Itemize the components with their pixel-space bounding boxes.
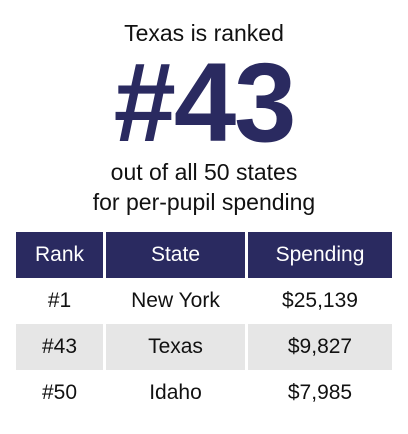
- table-row: #1 New York $25,139: [16, 278, 392, 324]
- header-state: State: [106, 232, 248, 278]
- table-cell-spending: $9,827: [248, 324, 392, 370]
- headline-intro: Texas is ranked: [124, 20, 284, 46]
- rank-number: #43: [113, 40, 297, 165]
- header-rank: Rank: [16, 232, 106, 278]
- table-cell-state: Idaho: [106, 370, 248, 416]
- headline-subtitle-line-1: out of all 50 states: [110, 159, 298, 185]
- headline-subtitle-line-2: for per-pupil spending: [92, 189, 316, 215]
- table-cell-spending: $7,985: [287, 381, 353, 404]
- table-cell-rank: #43: [16, 324, 106, 370]
- table-row: #50 Idaho $7,985: [16, 370, 392, 416]
- table-cell-rank: #50: [16, 370, 106, 416]
- table-header-row: Rank State Spending: [16, 232, 392, 278]
- table-cell-spending: $25,139: [282, 289, 358, 312]
- table-cell-state: New York: [106, 278, 248, 324]
- spending-table: Rank State Spending #1 New York $25,139 …: [16, 232, 392, 416]
- table-cell-state: Texas: [106, 324, 248, 370]
- table-cell-rank: #1: [16, 278, 106, 324]
- table-row: #43 Texas $9,827: [16, 324, 392, 370]
- header-spending: Spending: [248, 232, 392, 278]
